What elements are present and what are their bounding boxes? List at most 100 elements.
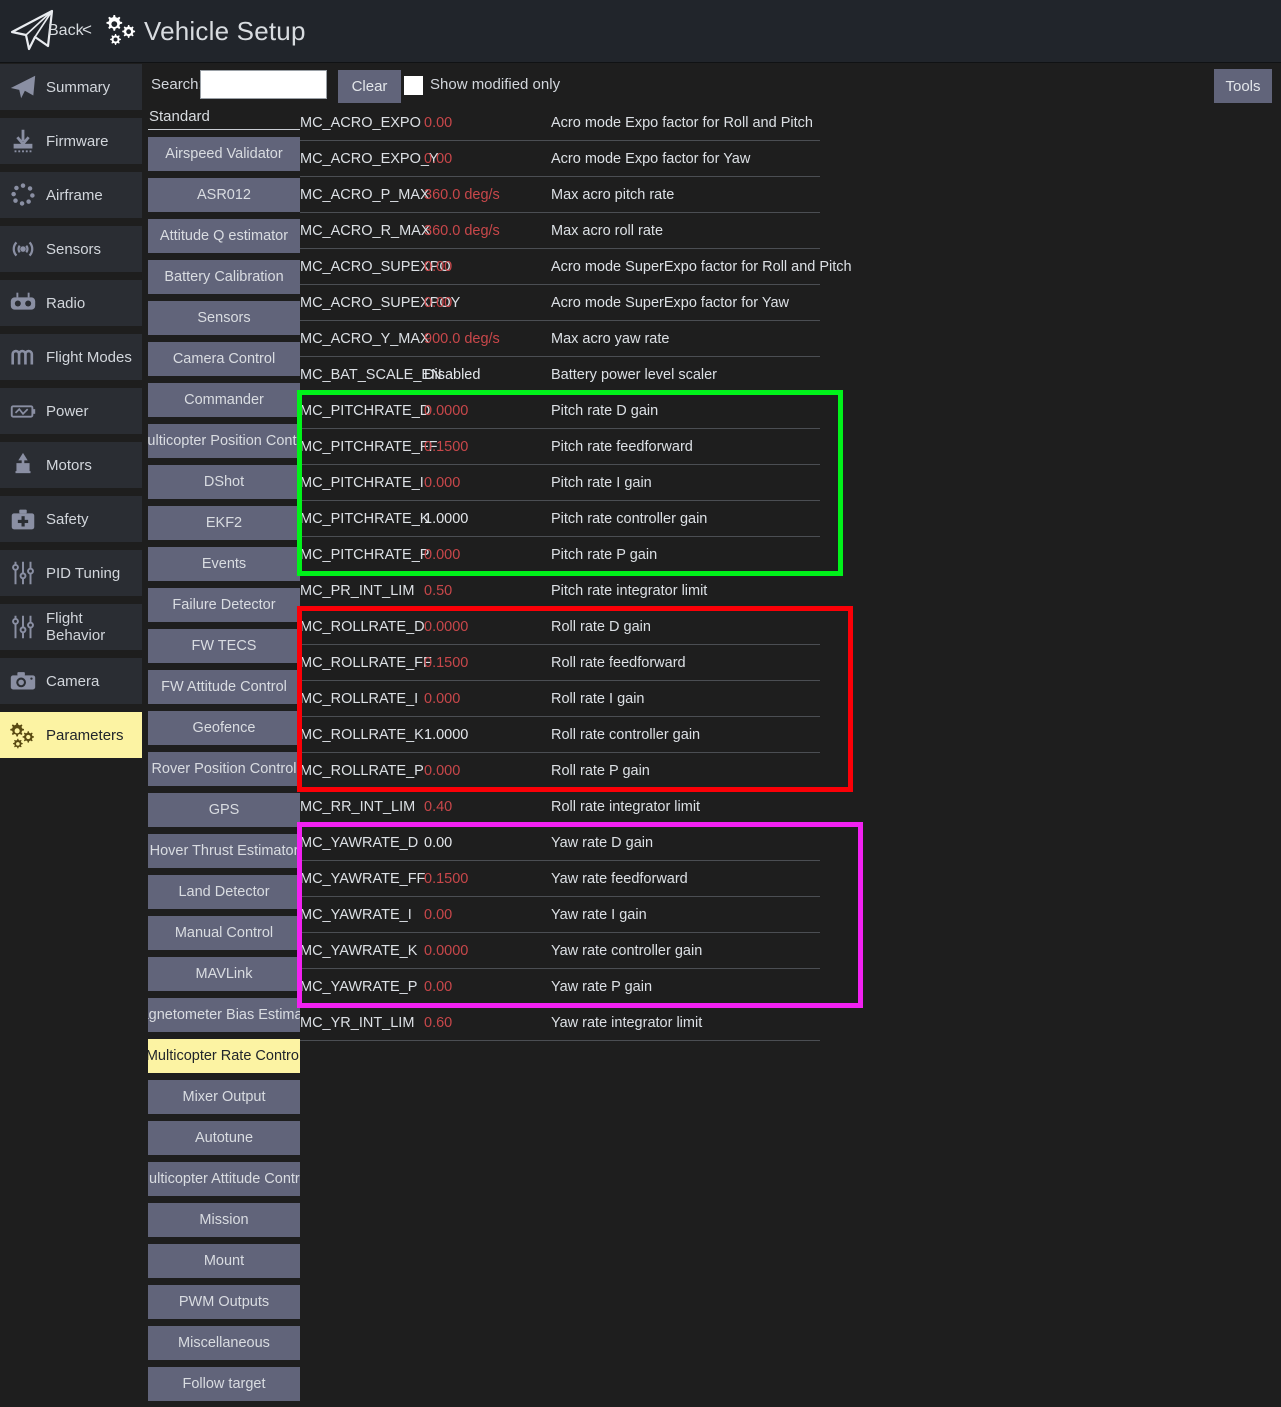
- group-item-sensors[interactable]: Sensors: [148, 301, 300, 335]
- group-item-fw-tecs[interactable]: FW TECS: [148, 629, 300, 663]
- group-item-autotune[interactable]: Autotune: [148, 1121, 300, 1155]
- show-modified-only-checkbox[interactable]: [404, 76, 423, 95]
- group-item-camera-control[interactable]: Camera Control: [148, 342, 300, 376]
- table-row[interactable]: MC_ROLLRATE_I 0.000 Roll rate I gain: [300, 681, 820, 717]
- group-item-asr012[interactable]: ASR012: [148, 178, 300, 212]
- parameter-name: MC_PITCHRATE_I: [300, 474, 424, 491]
- table-row[interactable]: MC_ACRO_EXPO 0.00 Acro mode Expo factor fo…: [300, 105, 820, 141]
- table-row[interactable]: MC_RR_INT_LIM 0.40 Roll rate integrator li…: [300, 789, 820, 825]
- group-item-mixer-output[interactable]: Mixer Output: [148, 1080, 300, 1114]
- table-row[interactable]: MC_YAWRATE_FF 0.1500 Yaw rate feedforward: [300, 861, 820, 897]
- group-item-miscellaneous[interactable]: Miscellaneous: [148, 1326, 300, 1360]
- sidebar-item-pid-tuning[interactable]: PID Tuning: [0, 550, 142, 596]
- parameter-description: Roll rate feedforward: [551, 654, 686, 671]
- table-row[interactable]: MC_ACRO_R_MAX 360.0 deg/s Max acro roll ra…: [300, 213, 820, 249]
- group-item-mavlink[interactable]: MAVLink: [148, 957, 300, 991]
- group-item-multicopter-position-control[interactable]: Multicopter Position Control: [148, 424, 300, 458]
- sidebar-item-airframe[interactable]: Airframe: [0, 172, 142, 218]
- sidebar-item-label: Flight Modes: [46, 348, 132, 366]
- table-row[interactable]: MC_ROLLRATE_K 1.0000 Roll rate controller …: [300, 717, 820, 753]
- parameters-toolbar: Search: Clear Show modified only Tools: [142, 64, 1281, 108]
- clear-button[interactable]: Clear: [338, 70, 401, 103]
- table-row[interactable]: MC_YR_INT_LIM 0.60 Yaw rate integrator lim…: [300, 1005, 820, 1041]
- parameter-description: Pitch rate D gain: [551, 402, 659, 419]
- group-item-attitude-q-estimator[interactable]: Attitude Q estimator: [148, 219, 300, 253]
- sidebar-item-parameters[interactable]: Parameters: [0, 712, 142, 758]
- table-row[interactable]: MC_PITCHRATE_FF 0.1500 Pitch rate feedforw…: [300, 429, 820, 465]
- table-row[interactable]: MC_PR_INT_LIM 0.50 Pitch rate integrator l…: [300, 573, 820, 609]
- tools-button[interactable]: Tools: [1214, 69, 1272, 103]
- sidebar-item-summary[interactable]: Summary: [0, 64, 142, 110]
- group-item-ekf2[interactable]: EKF2: [148, 506, 300, 540]
- table-row[interactable]: MC_ROLLRATE_P 0.000 Roll rate P gain: [300, 753, 820, 789]
- group-item-dshot[interactable]: DShot: [148, 465, 300, 499]
- table-row[interactable]: MC_YAWRATE_K 0.0000 Yaw rate controller ga…: [300, 933, 820, 969]
- table-row[interactable]: MC_ACRO_Y_MAX 900.0 deg/s Max acro yaw rat…: [300, 321, 820, 357]
- table-row[interactable]: MC_BAT_SCALE_EN Disabled Battery power lev…: [300, 357, 820, 393]
- table-row[interactable]: MC_YAWRATE_D 0.00 Yaw rate D gain: [300, 825, 820, 861]
- table-row[interactable]: MC_ACRO_SUPEXPO 0.00 Acro mode SuperExpo f…: [300, 249, 852, 285]
- page-title: Vehicle Setup: [144, 16, 306, 46]
- group-item-gps[interactable]: GPS: [148, 793, 300, 827]
- parameter-value: 360.0 deg/s: [424, 186, 500, 203]
- table-row[interactable]: MC_PITCHRATE_D 0.0000 Pitch rate D gain: [300, 393, 820, 429]
- parameter-description: Acro mode SuperExpo factor for Roll and …: [551, 258, 852, 275]
- parameter-name: MC_RR_INT_LIM: [300, 798, 416, 815]
- group-item-manual-control[interactable]: Manual Control: [148, 916, 300, 950]
- parameter-value: 0.00: [424, 150, 453, 167]
- parameter-name: MC_YAWRATE_FF: [300, 870, 426, 887]
- group-item-hover-thrust-estimator[interactable]: Hover Thrust Estimator: [148, 834, 300, 868]
- parameter-value: 1.0000: [424, 726, 469, 743]
- group-item-failure-detector[interactable]: Failure Detector: [148, 588, 300, 622]
- sidebar-item-power[interactable]: Power: [0, 388, 142, 434]
- group-item-events[interactable]: Events: [148, 547, 300, 581]
- table-row[interactable]: MC_PITCHRATE_K 1.0000 Pitch rate controlle…: [300, 501, 820, 537]
- group-item-pwm-outputs[interactable]: PWM Outputs: [148, 1285, 300, 1319]
- motor-icon: [0, 442, 46, 488]
- chevron-left-icon[interactable]: <: [82, 20, 92, 39]
- parameter-value: 0.60: [424, 1014, 453, 1031]
- group-item-follow-target[interactable]: Follow target: [148, 1367, 300, 1401]
- group-item-magnetometer-bias-estimator[interactable]: Magnetometer Bias Estimator: [148, 998, 300, 1032]
- parameter-value: 0.000: [424, 474, 461, 491]
- sidebar-item-radio[interactable]: Radio: [0, 280, 142, 326]
- sidebar-item-label: Camera: [46, 672, 100, 690]
- group-item-mount[interactable]: Mount: [148, 1244, 300, 1278]
- group-item-multicopter-rate-control[interactable]: Multicopter Rate Control: [148, 1039, 300, 1073]
- table-row[interactable]: MC_ACRO_P_MAX 360.0 deg/s Max acro pitch r…: [300, 177, 820, 213]
- sidebar-item-sensors[interactable]: Sensors: [0, 226, 142, 272]
- group-item-land-detector[interactable]: Land Detector: [148, 875, 300, 909]
- table-row[interactable]: MC_ROLLRATE_FF 0.1500 Roll rate feedforwar…: [300, 645, 820, 681]
- group-item-multicopter-attitude-control[interactable]: Multicopter Attitude Control: [148, 1162, 300, 1196]
- parameter-name: MC_ROLLRATE_FF: [300, 654, 432, 671]
- group-item-commander[interactable]: Commander: [148, 383, 300, 417]
- group-item-battery-calibration[interactable]: Battery Calibration: [148, 260, 300, 294]
- sidebar-item-flight-behavior[interactable]: Flight Behavior: [0, 604, 142, 650]
- table-row[interactable]: MC_ACRO_EXPO_Y 0.00 Acro mode Expo factor …: [300, 141, 820, 177]
- airframe-dots-icon: [0, 172, 46, 218]
- parameter-description: Pitch rate I gain: [551, 474, 652, 491]
- search-input[interactable]: [200, 70, 327, 99]
- sidebar-item-camera[interactable]: Camera: [0, 658, 142, 704]
- group-item-fw-attitude-control[interactable]: FW Attitude Control: [148, 670, 300, 704]
- group-item-geofence[interactable]: Geofence: [148, 711, 300, 745]
- sidebar-item-label: Firmware: [46, 132, 109, 150]
- table-row[interactable]: MC_ROLLRATE_D 0.0000 Roll rate D gain: [300, 609, 820, 645]
- sidebar-item-safety[interactable]: Safety: [0, 496, 142, 542]
- parameter-value: 0.00: [424, 258, 453, 275]
- group-item-rover-position-control[interactable]: Rover Position Control: [148, 752, 300, 786]
- sidebar-item-label: Safety: [46, 510, 89, 528]
- sidebar-item-label: Parameters: [46, 726, 124, 744]
- group-item-mission[interactable]: Mission: [148, 1203, 300, 1237]
- table-row[interactable]: MC_PITCHRATE_I 0.000 Pitch rate I gain: [300, 465, 820, 501]
- group-item-airspeed-validator[interactable]: Airspeed Validator: [148, 137, 300, 171]
- table-row[interactable]: MC_PITCHRATE_P 0.000 Pitch rate P gain: [300, 537, 820, 573]
- sidebar-item-motors[interactable]: Motors: [0, 442, 142, 488]
- sidebar-item-firmware[interactable]: Firmware: [0, 118, 142, 164]
- table-row[interactable]: MC_ACRO_SUPEXPOY 0.00 Acro mode SuperExpo …: [300, 285, 820, 321]
- back-label[interactable]: Back: [48, 22, 84, 39]
- table-row[interactable]: MC_YAWRATE_I 0.00 Yaw rate I gain: [300, 897, 820, 933]
- sidebar-item-flight-modes[interactable]: Flight Modes: [0, 334, 142, 380]
- parameter-value: 0.00: [424, 834, 453, 851]
- table-row[interactable]: MC_YAWRATE_P 0.00 Yaw rate P gain: [300, 969, 820, 1005]
